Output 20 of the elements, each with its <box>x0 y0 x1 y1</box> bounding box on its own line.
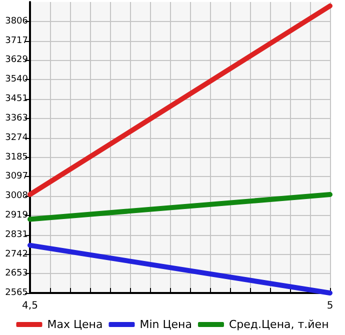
y-tick-label: 3185 <box>5 152 28 162</box>
y-tick-label: 3363 <box>5 113 28 124</box>
y-tick-label: 3097 <box>5 172 28 182</box>
y-tick-label: 3629 <box>5 55 28 66</box>
y-tick-label: 3008 <box>5 191 28 202</box>
y-tick-label: 2742 <box>5 249 28 260</box>
y-tick-label: 2831 <box>5 230 28 240</box>
legend-label: Сред.Цена, т.йен <box>228 318 329 331</box>
legend-label: Min Цена <box>140 318 192 331</box>
y-tick-label: 3806 <box>5 16 28 26</box>
y-tick-label: 2653 <box>5 268 28 279</box>
x-tick-label: 4,5 <box>22 300 38 312</box>
x-tick-label: 5 <box>326 300 334 312</box>
y-tick-label: 2919 <box>5 210 28 221</box>
legend-label: Max Цена <box>47 318 103 331</box>
y-tick-label: 3717 <box>5 36 28 46</box>
y-tick-label: 3274 <box>5 132 28 143</box>
y-tick-label: 2565 <box>5 288 28 298</box>
y-tick-label: 3540 <box>5 74 28 85</box>
y-tick-label: 3451 <box>5 94 28 104</box>
